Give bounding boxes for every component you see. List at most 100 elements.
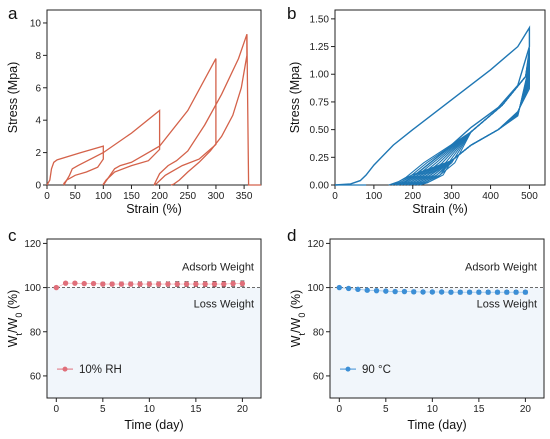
data-point [239, 280, 246, 287]
plot-frame [46, 238, 262, 399]
y-tick-label: 1.25 [310, 42, 330, 53]
data-point [155, 281, 162, 287]
x-tick-label: 350 [236, 191, 253, 202]
panel-c: c 0 5 10 15 20 60 80 100 120 Time (day) Wt/W0 (%) Ad… [6, 226, 262, 432]
cycle-curve [388, 47, 530, 186]
data-point [230, 280, 236, 287]
legend-label: 90 °C [362, 364, 391, 376]
x-tick-label: 400 [482, 191, 499, 202]
x-tick-label: 20 [237, 404, 249, 415]
y-tick-label: 100 [307, 283, 324, 294]
legend-marker [345, 366, 351, 372]
annotation-adsorb: Adsorb Weight [465, 262, 537, 274]
data-point [202, 281, 208, 287]
y-axis-label: Wt/W0 (%) [6, 290, 24, 348]
data-point [146, 281, 153, 287]
panel-label: d [287, 226, 296, 245]
data-point [118, 281, 125, 287]
data-point [90, 280, 97, 287]
plot-frame [329, 238, 545, 399]
y-tick-label: 1.00 [310, 70, 330, 81]
data-point [411, 289, 417, 295]
data-point [128, 281, 134, 287]
annotation-loss: Loss Weight [194, 299, 254, 311]
x-axis-label: Time (day) [124, 418, 183, 432]
data-point [373, 287, 380, 294]
x-tick-label: 300 [208, 191, 225, 202]
data-point [504, 289, 510, 295]
data-point [165, 281, 171, 287]
data-point [513, 289, 519, 295]
panel-a: a 0 50 100 150 200 250 300 350 0 2 4 6 8 10 Strain (%) S… [6, 4, 262, 216]
y-tick-label: 4 [35, 116, 41, 127]
y-tick-label: 60 [30, 371, 42, 382]
y-tick-label: 80 [313, 327, 325, 338]
y-axis-label: Stress (Mpa) [288, 62, 302, 134]
y-tick-label: 80 [30, 327, 42, 338]
data-point [81, 280, 87, 287]
y-tick-label: 0.00 [310, 181, 330, 192]
data-point [336, 284, 343, 291]
x-tick-label: 10 [144, 404, 156, 415]
data-point [383, 288, 389, 294]
legend-marker [62, 366, 68, 372]
x-tick-label: 0 [337, 404, 343, 415]
panel-label: a [8, 4, 18, 23]
x-tick-label: 0 [332, 191, 338, 202]
hysteresis-loop [246, 34, 261, 186]
data-point [522, 289, 529, 295]
x-axis-label: Strain (%) [126, 202, 182, 216]
x-tick-label: 150 [123, 191, 140, 202]
x-tick-label: 50 [70, 191, 82, 202]
data-point [174, 281, 180, 287]
y-tick-label: 0.50 [310, 125, 330, 136]
x-tick-label: 100 [366, 191, 383, 202]
y-tick-label: 1.50 [310, 14, 330, 25]
data-point [485, 289, 491, 295]
data-point [221, 281, 227, 287]
x-tick-label: 250 [179, 191, 196, 202]
hysteresis-loop [153, 34, 248, 186]
cycle-curve [391, 50, 530, 186]
x-tick-label: 200 [404, 191, 421, 202]
y-tick-label: 2 [35, 148, 41, 159]
y-tick-label: 0.25 [310, 153, 330, 164]
data-point [109, 281, 115, 287]
x-tick-label: 10 [427, 404, 439, 415]
data-point [494, 289, 501, 295]
data-point [137, 281, 143, 287]
plot-frame [46, 9, 262, 186]
panel-label: c [8, 226, 17, 245]
loss-region [47, 287, 261, 398]
hysteresis-loop [46, 145, 104, 186]
data-point [457, 289, 463, 295]
data-point [364, 287, 370, 293]
data-point [466, 289, 473, 295]
x-tick-label: 5 [383, 404, 389, 415]
hysteresis-loop [102, 58, 217, 186]
data-point [476, 289, 482, 295]
y-tick-label: 100 [24, 283, 41, 294]
y-tick-label: 8 [35, 51, 41, 62]
data-point [183, 281, 190, 287]
y-tick-label: 120 [307, 239, 324, 250]
x-tick-label: 300 [443, 191, 460, 202]
data-point [345, 285, 352, 292]
x-tick-label: 15 [190, 404, 202, 415]
legend-label: 10% RH [79, 364, 122, 376]
x-tick-label: 5 [100, 404, 106, 415]
data-point [53, 284, 60, 291]
panel-label: b [287, 4, 296, 23]
data-point [100, 281, 106, 287]
data-point [193, 281, 199, 287]
cycle-curve [334, 25, 531, 186]
x-tick-label: 100 [95, 191, 112, 202]
annotation-adsorb: Adsorb Weight [182, 262, 254, 274]
panel-b: b 0 100 200 300 400 500 0.00 0.25 0.50 0.75 1.00 1.2… [287, 4, 546, 216]
data-point [401, 288, 408, 295]
data-point [438, 289, 445, 295]
data-point [72, 280, 78, 286]
data-point [420, 289, 426, 295]
y-tick-label: 10 [30, 18, 42, 29]
y-tick-label: 0.75 [310, 97, 330, 108]
